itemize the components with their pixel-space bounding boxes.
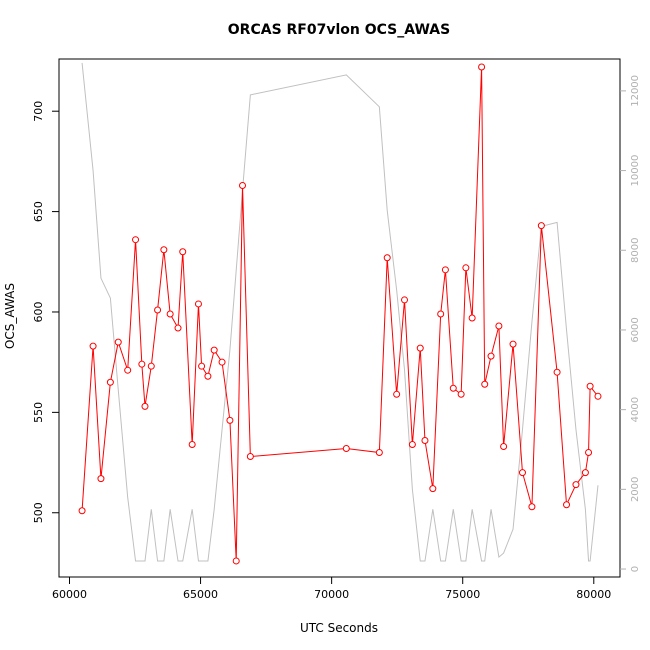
data-point bbox=[441, 266, 449, 274]
data-point bbox=[383, 254, 391, 262]
y2-tick-label: 0 bbox=[630, 566, 641, 572]
y2-tick-label: 4000 bbox=[630, 397, 641, 422]
y-axis-label: OCS_AWAS bbox=[3, 283, 17, 349]
chart-title: ORCAS RF07vlon OCS_AWAS bbox=[228, 22, 450, 38]
axis-layer: 60000 65000 70000 75000 80000500550600650700… bbox=[32, 75, 641, 601]
data-point bbox=[408, 440, 416, 448]
data-point bbox=[78, 507, 86, 515]
data-point bbox=[106, 378, 114, 386]
data-point bbox=[188, 440, 196, 448]
data-point bbox=[239, 181, 247, 189]
data-point bbox=[495, 322, 503, 330]
data-point bbox=[89, 342, 97, 350]
data-point bbox=[585, 449, 593, 457]
data-point bbox=[518, 469, 526, 477]
data-point bbox=[114, 338, 122, 346]
x-tick-label: 65000 bbox=[183, 588, 218, 601]
y2-tick-label: 8000 bbox=[630, 238, 641, 263]
data-point bbox=[586, 382, 594, 390]
y2-tick-label: 6000 bbox=[630, 317, 641, 342]
data-point bbox=[437, 310, 445, 318]
data-point bbox=[481, 380, 489, 388]
data-point bbox=[416, 344, 424, 352]
data-point bbox=[553, 368, 561, 376]
data-point bbox=[509, 340, 517, 348]
data-point bbox=[429, 485, 437, 493]
data-point bbox=[581, 469, 589, 477]
data-point bbox=[232, 557, 240, 565]
primary-series-line bbox=[81, 67, 599, 561]
data-point bbox=[478, 63, 486, 71]
data-point bbox=[246, 453, 254, 461]
x-tick-label: 75000 bbox=[445, 588, 480, 601]
data-point bbox=[194, 300, 202, 308]
data-point bbox=[393, 390, 401, 398]
data-point bbox=[572, 481, 580, 489]
data-point bbox=[421, 436, 429, 444]
series-layer bbox=[78, 62, 602, 565]
data-point bbox=[468, 314, 476, 322]
data-point bbox=[174, 324, 182, 332]
data-point bbox=[537, 222, 545, 230]
data-point bbox=[342, 445, 350, 453]
data-point bbox=[528, 503, 536, 511]
y-tick-label: 500 bbox=[32, 502, 45, 523]
data-point bbox=[97, 475, 105, 483]
data-point bbox=[226, 416, 234, 424]
y2-tick-label: 10000 bbox=[630, 155, 641, 187]
data-point bbox=[487, 352, 495, 360]
data-point bbox=[132, 236, 140, 244]
data-point bbox=[449, 384, 457, 392]
data-point bbox=[457, 390, 465, 398]
y2-tick-label: 12000 bbox=[630, 75, 641, 107]
y-tick-label: 700 bbox=[32, 101, 45, 122]
y-tick-label: 550 bbox=[32, 402, 45, 423]
data-point bbox=[462, 264, 470, 272]
data-point bbox=[210, 346, 218, 354]
data-point bbox=[401, 296, 409, 304]
y-tick-label: 650 bbox=[32, 201, 45, 222]
data-point bbox=[154, 306, 162, 314]
data-point bbox=[218, 358, 226, 366]
data-point bbox=[166, 310, 174, 318]
data-point bbox=[375, 449, 383, 457]
data-point bbox=[198, 362, 206, 370]
x-tick-label: 70000 bbox=[314, 588, 349, 601]
data-point bbox=[204, 372, 212, 380]
data-point bbox=[160, 246, 168, 254]
data-point bbox=[500, 442, 508, 450]
x-tick-label: 60000 bbox=[52, 588, 87, 601]
x-tick-label: 80000 bbox=[576, 588, 611, 601]
data-point bbox=[594, 392, 602, 400]
data-point bbox=[563, 501, 571, 509]
data-point bbox=[179, 248, 187, 256]
data-point bbox=[141, 402, 149, 410]
x-axis-label: UTC Seconds bbox=[300, 621, 378, 635]
y-tick-label: 600 bbox=[32, 301, 45, 322]
data-point bbox=[124, 366, 132, 374]
data-point bbox=[147, 362, 155, 370]
y2-tick-label: 2000 bbox=[630, 477, 641, 502]
data-point bbox=[138, 360, 146, 368]
